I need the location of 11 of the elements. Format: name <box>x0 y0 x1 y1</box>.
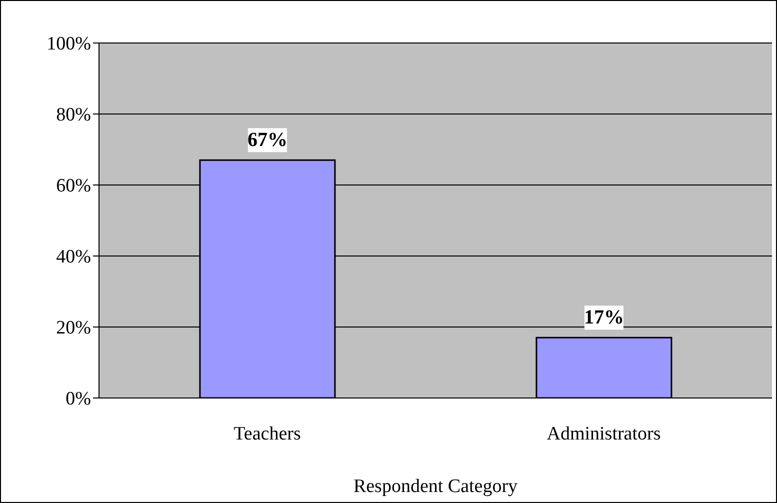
data-label: 17% <box>584 306 624 329</box>
y-tick-label: 0% <box>66 388 92 410</box>
y-tick-label: 100% <box>46 34 92 55</box>
x-tick-label: Administrators <box>546 423 661 444</box>
y-tick-label: 40% <box>56 246 92 268</box>
x-tick-label: Teachers <box>234 423 301 444</box>
y-tick-label: 60% <box>56 176 92 197</box>
x-axis-title: Respondent Category <box>353 476 518 497</box>
data-label: 67% <box>247 129 288 152</box>
y-tick-label: 80% <box>56 104 92 126</box>
y-tick-label: 20% <box>56 318 92 339</box>
